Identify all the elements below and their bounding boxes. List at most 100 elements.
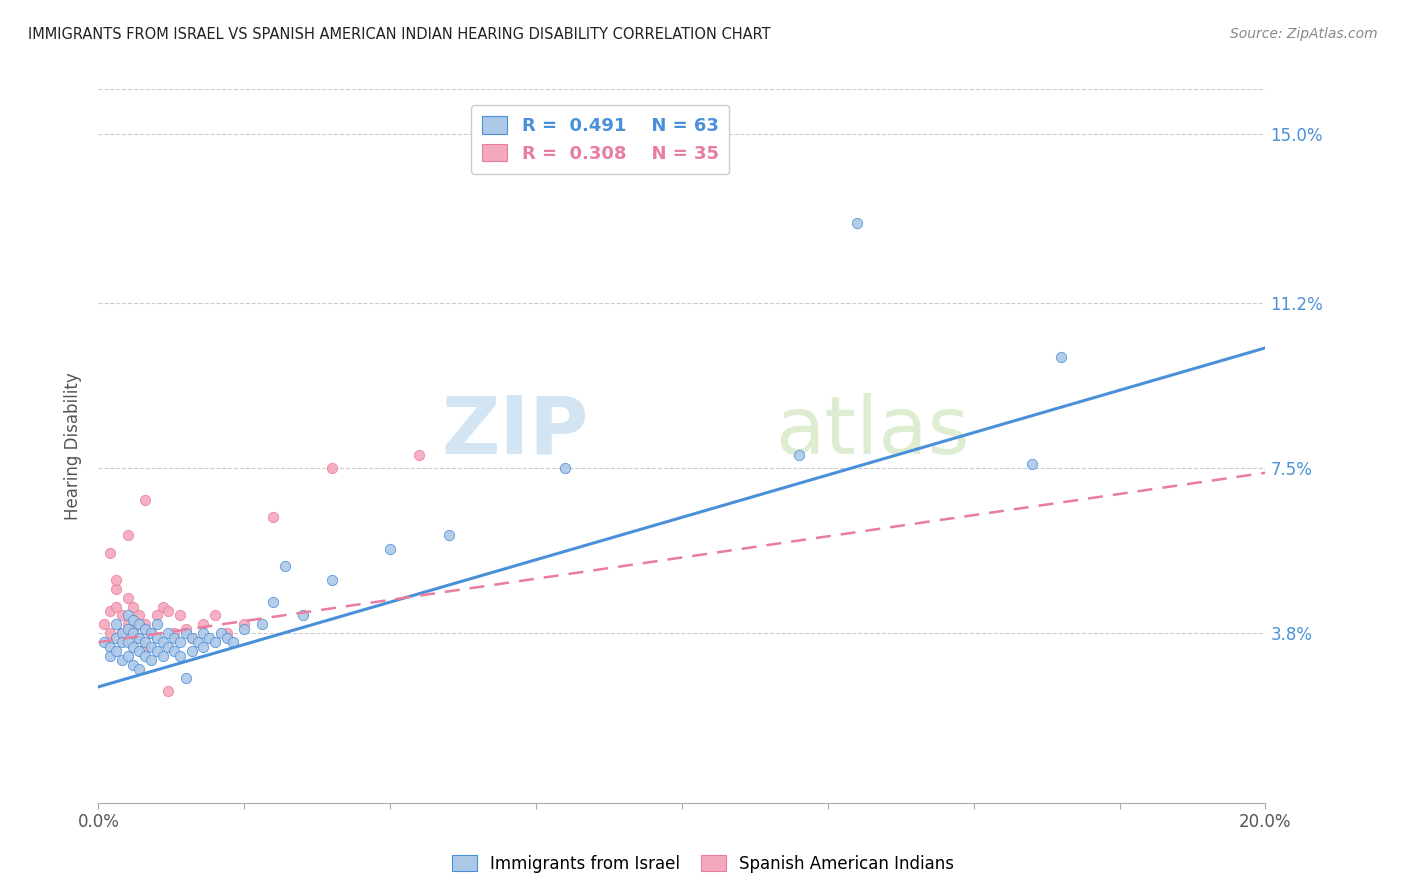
- Point: [174, 626, 197, 640]
- Point: [437, 528, 460, 542]
- Point: [122, 640, 145, 654]
- Point: [128, 631, 150, 645]
- Point: [174, 671, 197, 685]
- Point: [209, 626, 232, 640]
- Point: [163, 631, 186, 645]
- Point: [146, 617, 169, 632]
- Point: [180, 631, 202, 645]
- Point: [104, 573, 127, 587]
- Point: [1050, 350, 1073, 364]
- Point: [98, 640, 121, 654]
- Point: [134, 635, 156, 649]
- Text: Source: ZipAtlas.com: Source: ZipAtlas.com: [1230, 27, 1378, 41]
- Point: [215, 631, 238, 645]
- Point: [221, 635, 243, 649]
- Point: [128, 631, 150, 645]
- Point: [169, 608, 191, 623]
- Point: [321, 573, 343, 587]
- Point: [104, 599, 127, 614]
- Point: [169, 635, 191, 649]
- Point: [152, 599, 174, 614]
- Point: [152, 648, 174, 663]
- Point: [117, 635, 139, 649]
- Point: [157, 604, 180, 618]
- Point: [117, 528, 139, 542]
- Point: [128, 608, 150, 623]
- Point: [122, 599, 145, 614]
- Point: [1021, 457, 1043, 471]
- Point: [157, 626, 180, 640]
- Point: [111, 626, 134, 640]
- Point: [134, 648, 156, 663]
- Point: [111, 608, 134, 623]
- Point: [193, 617, 215, 632]
- Point: [163, 626, 186, 640]
- Point: [139, 626, 162, 640]
- Point: [134, 492, 156, 507]
- Point: [198, 631, 221, 645]
- Point: [233, 617, 256, 632]
- Point: [174, 622, 197, 636]
- Point: [408, 448, 430, 462]
- Point: [117, 622, 139, 636]
- Point: [111, 626, 134, 640]
- Point: [250, 617, 273, 632]
- Point: [117, 617, 139, 632]
- Point: [104, 617, 127, 632]
- Point: [262, 510, 284, 524]
- Point: [111, 635, 134, 649]
- Point: [93, 617, 115, 632]
- Point: [128, 644, 150, 658]
- Point: [104, 631, 127, 645]
- Point: [193, 640, 215, 654]
- Point: [157, 684, 180, 698]
- Point: [146, 608, 169, 623]
- Point: [134, 640, 156, 654]
- Point: [134, 617, 156, 632]
- Text: ZIP: ZIP: [441, 392, 589, 471]
- Point: [117, 591, 139, 605]
- Point: [291, 608, 314, 623]
- Point: [380, 541, 402, 556]
- Point: [152, 635, 174, 649]
- Point: [122, 626, 145, 640]
- Point: [139, 640, 162, 654]
- Point: [204, 608, 226, 623]
- Point: [98, 626, 121, 640]
- Point: [157, 640, 180, 654]
- Point: [98, 546, 121, 560]
- Point: [98, 648, 121, 663]
- Point: [554, 461, 576, 475]
- Point: [262, 595, 284, 609]
- Point: [122, 657, 145, 672]
- Point: [846, 216, 869, 230]
- Point: [117, 648, 139, 663]
- Point: [139, 653, 162, 667]
- Point: [134, 622, 156, 636]
- Point: [111, 653, 134, 667]
- Point: [128, 617, 150, 632]
- Point: [139, 626, 162, 640]
- Point: [128, 662, 150, 676]
- Point: [104, 582, 127, 596]
- Text: atlas: atlas: [775, 392, 970, 471]
- Point: [233, 622, 256, 636]
- Point: [787, 448, 810, 462]
- Point: [146, 644, 169, 658]
- Legend: Immigrants from Israel, Spanish American Indians: Immigrants from Israel, Spanish American…: [446, 848, 960, 880]
- Y-axis label: Hearing Disability: Hearing Disability: [65, 372, 83, 520]
- Point: [98, 604, 121, 618]
- Point: [180, 644, 202, 658]
- Point: [122, 613, 145, 627]
- Legend: R =  0.491    N = 63, R =  0.308    N = 35: R = 0.491 N = 63, R = 0.308 N = 35: [471, 105, 730, 174]
- Point: [193, 626, 215, 640]
- Point: [163, 644, 186, 658]
- Point: [104, 644, 127, 658]
- Point: [180, 631, 202, 645]
- Point: [187, 635, 209, 649]
- Point: [204, 635, 226, 649]
- Text: IMMIGRANTS FROM ISRAEL VS SPANISH AMERICAN INDIAN HEARING DISABILITY CORRELATION: IMMIGRANTS FROM ISRAEL VS SPANISH AMERIC…: [28, 27, 770, 42]
- Point: [117, 608, 139, 623]
- Point: [93, 635, 115, 649]
- Point: [122, 622, 145, 636]
